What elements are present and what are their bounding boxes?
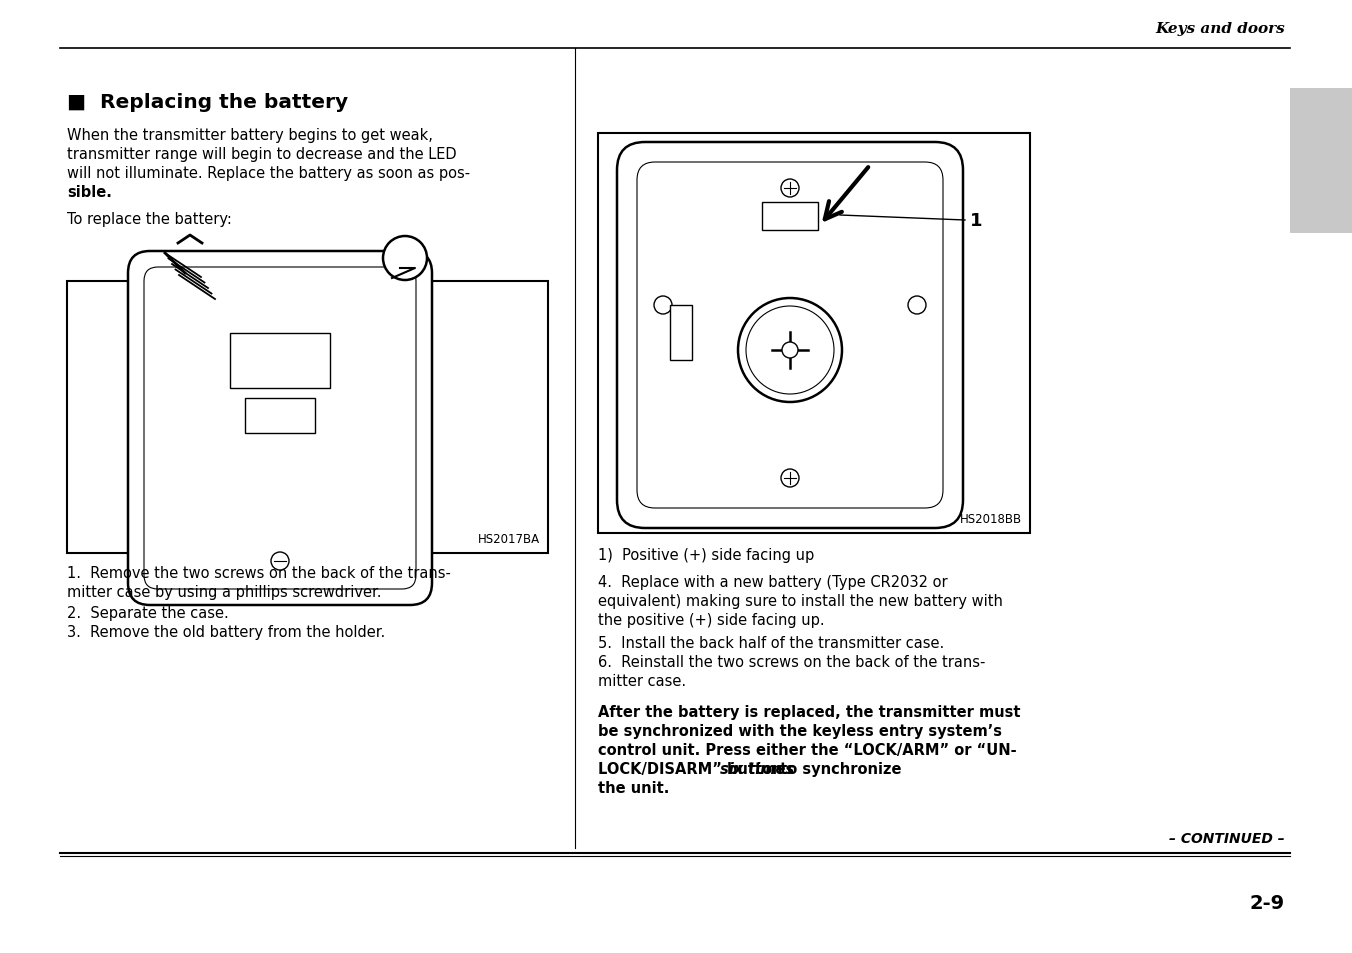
FancyBboxPatch shape — [617, 143, 963, 529]
Text: To replace the battery:: To replace the battery: — [68, 212, 233, 227]
FancyBboxPatch shape — [128, 252, 433, 605]
Text: – CONTINUED –: – CONTINUED – — [1169, 831, 1284, 845]
Text: After the battery is replaced, the transmitter must: After the battery is replaced, the trans… — [598, 704, 1021, 720]
Text: 2.  Separate the case.: 2. Separate the case. — [68, 605, 228, 620]
Circle shape — [392, 246, 418, 272]
Circle shape — [383, 236, 427, 281]
Circle shape — [738, 298, 842, 402]
Text: mitter case.: mitter case. — [598, 673, 685, 688]
Text: sible.: sible. — [68, 185, 112, 200]
Text: transmitter range will begin to decrease and the LED: transmitter range will begin to decrease… — [68, 147, 457, 162]
Text: control unit. Press either the “LOCK/ARM” or “UN-: control unit. Press either the “LOCK/ARM… — [598, 742, 1017, 758]
Circle shape — [746, 307, 834, 395]
Bar — [763, 203, 818, 231]
Text: be synchronized with the keyless entry system’s: be synchronized with the keyless entry s… — [598, 723, 1002, 739]
Text: the unit.: the unit. — [598, 781, 669, 795]
Text: 1.  Remove the two screws on the back of the trans-: 1. Remove the two screws on the back of … — [68, 565, 450, 580]
Bar — [671, 306, 692, 360]
Text: HS2017BA: HS2017BA — [477, 533, 539, 545]
Bar — [598, 133, 1030, 534]
Text: to synchronize: to synchronize — [775, 761, 902, 776]
Text: 4.  Replace with a new battery (Type CR2032 or: 4. Replace with a new battery (Type CR20… — [598, 575, 948, 589]
FancyBboxPatch shape — [637, 163, 942, 509]
Bar — [230, 334, 330, 389]
FancyBboxPatch shape — [145, 268, 416, 589]
Text: 1)  Positive (+) side facing up: 1) Positive (+) side facing up — [598, 547, 814, 562]
Text: six times: six times — [721, 761, 794, 776]
Text: mitter case by using a phillips screwdriver.: mitter case by using a phillips screwdri… — [68, 584, 381, 599]
Text: 1: 1 — [969, 212, 983, 230]
Circle shape — [781, 180, 799, 198]
Text: 5.  Install the back half of the transmitter case.: 5. Install the back half of the transmit… — [598, 636, 944, 650]
Text: equivalent) making sure to install the new battery with: equivalent) making sure to install the n… — [598, 594, 1003, 608]
Text: Keys and doors: Keys and doors — [1155, 22, 1284, 36]
Circle shape — [781, 470, 799, 488]
Text: ■  Replacing the battery: ■ Replacing the battery — [68, 92, 347, 112]
Text: 2-9: 2-9 — [1249, 893, 1284, 912]
Text: 3.  Remove the old battery from the holder.: 3. Remove the old battery from the holde… — [68, 624, 385, 639]
Text: HS2018BB: HS2018BB — [960, 513, 1022, 525]
Circle shape — [909, 296, 926, 314]
Text: When the transmitter battery begins to get weak,: When the transmitter battery begins to g… — [68, 128, 433, 143]
Circle shape — [781, 343, 798, 358]
Bar — [245, 398, 315, 434]
Text: will not illuminate. Replace the battery as soon as pos-: will not illuminate. Replace the battery… — [68, 166, 470, 181]
Text: 6.  Reinstall the two screws on the back of the trans-: 6. Reinstall the two screws on the back … — [598, 655, 986, 669]
Circle shape — [270, 553, 289, 571]
Bar — [1290, 89, 1352, 233]
Text: LOCK/DISARM” button: LOCK/DISARM” button — [598, 761, 788, 776]
Bar — [68, 282, 548, 554]
Circle shape — [654, 296, 672, 314]
Text: the positive (+) side facing up.: the positive (+) side facing up. — [598, 613, 825, 627]
